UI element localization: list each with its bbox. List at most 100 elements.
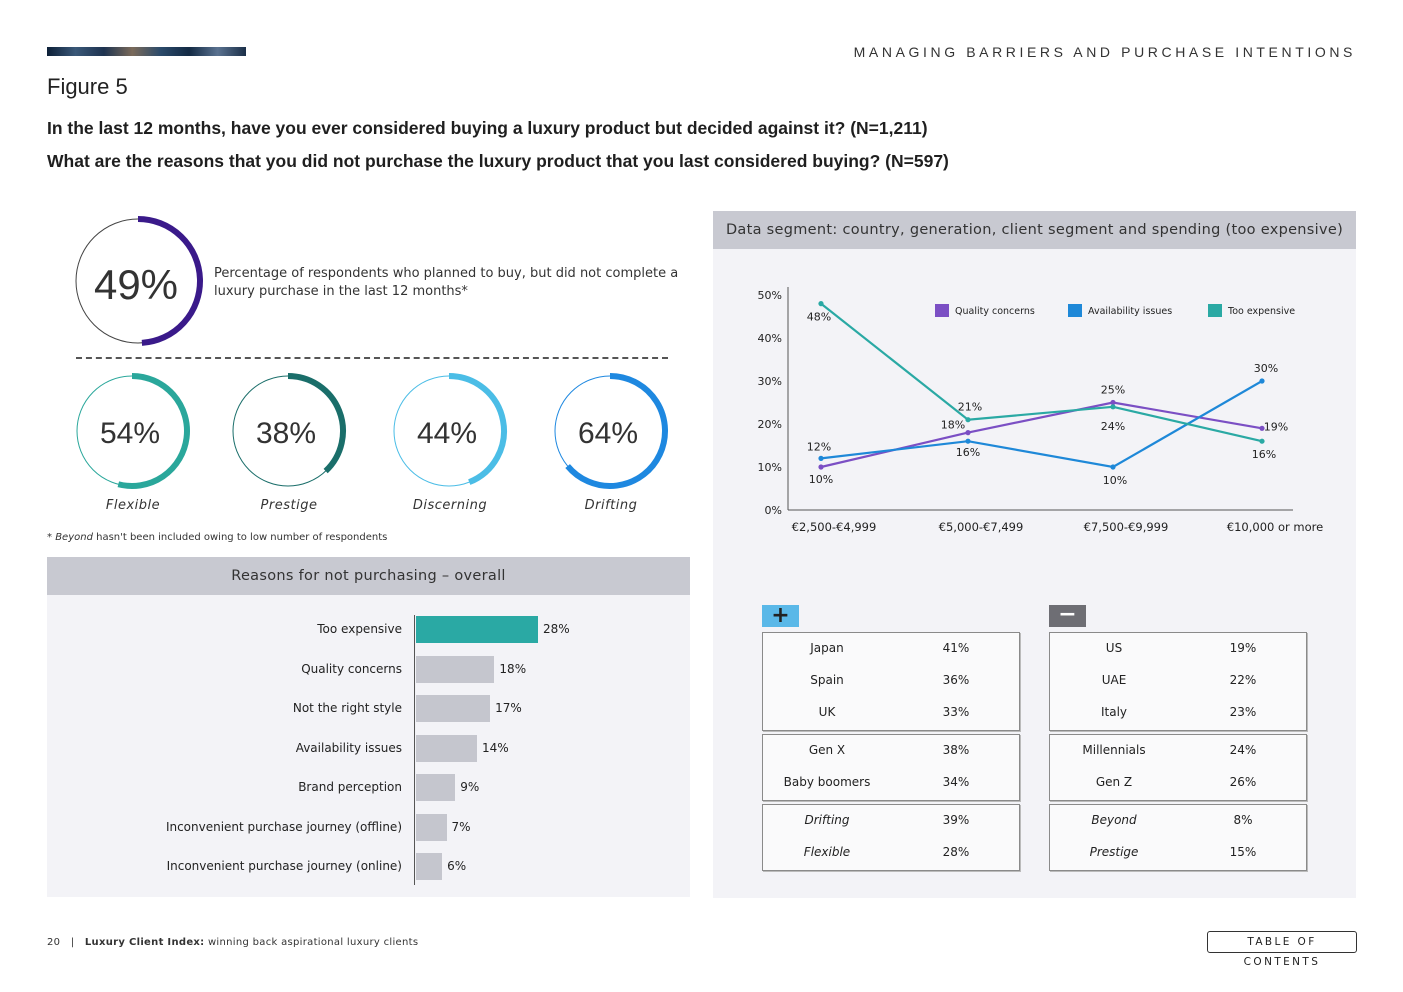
dashed-divider	[76, 357, 668, 359]
reasons-panel	[47, 557, 690, 897]
bar-value: 14%	[482, 740, 509, 755]
data-label: 16%	[1252, 448, 1276, 461]
bar-value: 17%	[495, 701, 522, 715]
bar	[416, 734, 477, 762]
segment-name: Beyond	[1091, 813, 1137, 827]
segment-label: Flexible	[105, 498, 161, 513]
series-point	[1110, 464, 1116, 470]
y-tick-label: 40%	[758, 332, 782, 345]
bar-label: Inconvenient purchase journey (online)	[166, 859, 402, 873]
legend-label: Too expensive	[1227, 306, 1295, 317]
series-point	[965, 438, 971, 444]
segment-value: 33%	[942, 705, 970, 719]
segment-donut-prestige: 38%	[232, 373, 346, 487]
data-label: 25%	[1101, 384, 1125, 397]
spending-line-chart: 0% 10% 20% 30% 40% 50% €2,500-€4,999 €5,000-€7,…	[758, 287, 1323, 534]
y-tick-label: 30%	[758, 375, 782, 388]
series-line	[820, 302, 1263, 443]
bar-label: Too expensive	[317, 622, 402, 636]
reasons-panel-title: Reasons for not purchasing – overall	[47, 557, 690, 595]
overall-description: Percentage of respondents who planned to…	[214, 266, 679, 299]
overall-donut: 49%	[75, 216, 203, 346]
segment-value: 15%	[1229, 845, 1257, 859]
data-label: 10%	[1103, 474, 1127, 487]
segment-name: US	[1105, 641, 1123, 655]
segment-donut-drifting: 64%	[554, 373, 668, 489]
legend-swatch	[1208, 304, 1222, 317]
data-label: 18%	[941, 419, 965, 432]
segment-value: 44%	[417, 417, 477, 450]
footer-separator: |	[70, 937, 75, 948]
segment-value: 8%	[1233, 813, 1253, 827]
legend-label: Availability issues	[1088, 306, 1172, 317]
overall-donut-arc	[137, 216, 203, 346]
y-tick-label: 50%	[758, 289, 782, 302]
x-tick-label: €10,000 or more	[1227, 520, 1323, 534]
data-label: 10%	[809, 473, 833, 486]
bar	[416, 655, 495, 683]
series-point	[965, 417, 971, 423]
bar-value: 6%	[447, 859, 467, 873]
data-label: 24%	[1101, 420, 1125, 433]
footnote-italic: Beyond	[55, 532, 93, 543]
segment-name: UK	[818, 705, 836, 719]
x-tick-label: €2,500-€4,999	[792, 520, 877, 534]
footnote: * Beyond hasn't been included owing to l…	[47, 532, 388, 543]
segment-value: 41%	[942, 641, 970, 655]
question-2: What are the reasons that you did not pu…	[47, 151, 949, 171]
series-point	[818, 455, 824, 461]
segment-donut-arc	[448, 373, 507, 485]
y-tick-label: 0%	[765, 504, 782, 517]
x-tick-label: €7,500-€9,999	[1084, 520, 1169, 534]
question-1: In the last 12 months, have you ever con…	[47, 118, 928, 138]
bar	[416, 695, 491, 722]
series-point	[1259, 425, 1265, 431]
series-line	[820, 380, 1263, 469]
y-tick-label: 20%	[758, 418, 782, 431]
report-subtitle: winning back aspirational luxury clients	[204, 937, 419, 948]
bar	[416, 774, 456, 801]
series-point	[818, 464, 824, 470]
bar-value: 28%	[543, 622, 570, 636]
segment-name: Spain	[810, 673, 844, 687]
segment-name: Prestige	[1089, 845, 1139, 859]
segment-label: Prestige	[260, 498, 318, 513]
y-tick-label: 10%	[758, 461, 782, 474]
segment-panel-title: Data segment: country, generation, clien…	[713, 211, 1356, 249]
minus-icon: −	[1049, 604, 1086, 627]
series-point	[1259, 378, 1265, 384]
plus-table	[762, 632, 1020, 731]
segment-donut-discerning: 44%	[393, 373, 507, 487]
bar-value: 18%	[499, 661, 527, 676]
x-tick-label: €5,000-€7,499	[939, 520, 1024, 534]
series-point	[818, 301, 824, 307]
segment-value: 54%	[100, 417, 160, 450]
segment-donut-arc	[287, 373, 346, 474]
series-point	[965, 430, 971, 436]
segment-value: 28%	[942, 845, 970, 859]
minus-table	[1049, 734, 1307, 801]
data-label: 12%	[807, 440, 831, 453]
segment-name: Japan	[810, 641, 844, 655]
table-of-contents-button[interactable]: TABLE OF CONTENTS	[1207, 931, 1357, 968]
segment-value: 24%	[1229, 743, 1257, 757]
legend-swatch	[1068, 304, 1082, 317]
minus-badge: −	[1049, 604, 1086, 627]
segment-name: Baby boomers	[783, 775, 871, 789]
segment-value: 23%	[1229, 705, 1257, 719]
segment-value: 38%	[942, 743, 970, 757]
data-label: 30%	[1254, 362, 1278, 375]
segment-value: 64%	[578, 417, 638, 450]
segment-name: Italy	[1100, 705, 1128, 719]
minus-table	[1049, 804, 1307, 871]
figure-label: Figure 5	[47, 74, 128, 99]
series-point	[1110, 399, 1116, 406]
bar-label: Not the right style	[292, 701, 402, 715]
plus-badge: +	[762, 605, 799, 627]
minus-table	[1049, 632, 1307, 731]
segment-value: 34%	[942, 775, 970, 789]
segment-name: Millennials	[1082, 743, 1146, 757]
series-point	[1110, 404, 1116, 410]
segment-name: UAE	[1101, 673, 1127, 687]
segment-donut-arc	[117, 373, 190, 489]
